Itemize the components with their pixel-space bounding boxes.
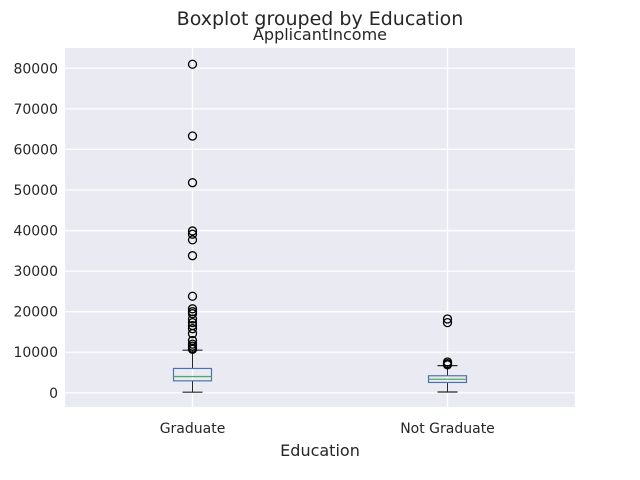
box-group: [172, 59, 213, 393]
y-tick-label: 0: [49, 386, 58, 402]
outlier-point: [187, 324, 198, 334]
plot-area: [65, 48, 575, 407]
x-tick-label: Not Graduate: [400, 421, 495, 437]
x-tick-label: Graduate: [160, 421, 226, 437]
y-tick-label: 50000: [13, 183, 58, 199]
outlier-point: [187, 226, 198, 236]
x-axis: Graduate Not Graduate: [160, 421, 495, 437]
outlier-point: [442, 314, 453, 324]
outlier-point: [187, 320, 198, 331]
outlier-point: [187, 307, 198, 317]
y-tick-label: 70000: [13, 102, 58, 118]
box-iqr: [172, 367, 213, 382]
y-tick-label: 20000: [13, 305, 58, 321]
outlier-point: [187, 317, 198, 328]
y-axis: 0 10000 20000 30000 40000 50000 60000 70000 8000…: [13, 61, 58, 402]
y-tick-label: 80000: [13, 61, 58, 77]
outlier-point: [187, 339, 198, 349]
chart-suptitle: Boxplot grouped by Education: [177, 8, 464, 30]
y-tick-label: 30000: [13, 264, 58, 280]
outlier-point: [187, 304, 198, 314]
x-axis-label: Education: [280, 441, 360, 460]
outlier-point: [187, 178, 198, 188]
y-tick-label: 40000: [13, 224, 58, 240]
outlier-point: [187, 291, 198, 301]
outlier-point: [187, 251, 198, 261]
y-tick-label: 10000: [13, 345, 58, 361]
boxes-group: [172, 59, 468, 393]
outlier-point: [187, 314, 198, 324]
box-group: [427, 314, 468, 393]
outlier-point: [187, 235, 198, 245]
outlier-point: [187, 59, 198, 69]
chart-subtitle: ApplicantIncome: [253, 25, 387, 44]
outlier-point: [442, 357, 453, 367]
outlier-point: [187, 229, 198, 239]
outlier-point: [187, 335, 198, 346]
y-tick-label: 60000: [13, 142, 58, 158]
outlier-point: [187, 131, 198, 141]
outlier-point: [442, 317, 453, 328]
